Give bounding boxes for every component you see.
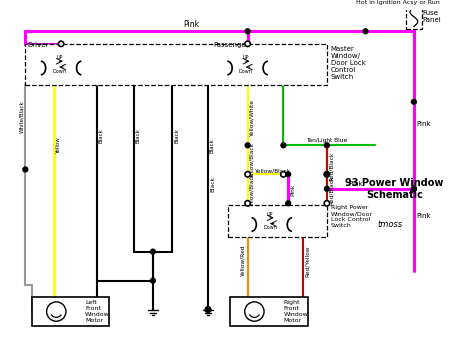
Bar	[406, 4, 421, 29]
Text: Tan/Light Blue: Tan/Light Blue	[306, 138, 347, 143]
Text: Pink: Pink	[348, 181, 363, 187]
Text: Red/Yellow: Red/Yellow	[305, 245, 310, 277]
Circle shape	[281, 172, 286, 177]
Circle shape	[151, 249, 155, 254]
Text: Right Power
Window/Door
Lock Control
Switch: Right Power Window/Door Lock Control Swi…	[331, 205, 373, 228]
Text: Pink: Pink	[183, 20, 200, 29]
Text: Black: Black	[210, 138, 215, 153]
Text: Passenger: Passenger	[214, 42, 249, 48]
Circle shape	[151, 278, 155, 283]
Text: Yellow/White: Yellow/White	[250, 100, 255, 137]
Text: Down: Down	[239, 69, 253, 74]
Circle shape	[324, 172, 329, 177]
Bar	[230, 297, 308, 326]
Text: Fuse
Panel: Fuse Panel	[422, 10, 441, 23]
Text: tmoss: tmoss	[377, 220, 402, 230]
Text: White/Black: White/Black	[19, 100, 24, 133]
Circle shape	[205, 307, 211, 312]
Text: UP: UP	[243, 55, 249, 60]
Circle shape	[325, 186, 329, 191]
Text: Yellow: Yellow	[56, 137, 61, 154]
Text: Red/Black: Red/Black	[329, 152, 334, 181]
Text: Down: Down	[263, 225, 277, 231]
Text: Left
Front
Window
Motor: Left Front Window Motor	[85, 300, 110, 323]
Text: Down: Down	[53, 69, 66, 74]
Circle shape	[245, 302, 264, 321]
Circle shape	[286, 201, 291, 206]
Circle shape	[23, 167, 28, 172]
Text: UP: UP	[56, 55, 63, 60]
Circle shape	[245, 41, 250, 47]
Circle shape	[411, 99, 416, 104]
Circle shape	[411, 186, 416, 191]
Circle shape	[281, 143, 286, 148]
Text: Pink: Pink	[290, 184, 295, 196]
Circle shape	[325, 172, 329, 177]
Text: Red/Black: Red/Black	[329, 176, 334, 205]
Text: Black: Black	[210, 176, 215, 192]
Circle shape	[46, 302, 66, 321]
Circle shape	[411, 186, 416, 191]
Circle shape	[325, 143, 329, 148]
Bar	[228, 205, 327, 237]
Circle shape	[324, 201, 329, 206]
Bar	[25, 44, 327, 85]
Circle shape	[58, 41, 64, 47]
Circle shape	[245, 143, 250, 148]
Text: Driver: Driver	[27, 42, 49, 48]
Text: Pink: Pink	[417, 213, 431, 219]
Text: Hot in Ignition Acsy or Run: Hot in Ignition Acsy or Run	[356, 0, 439, 5]
Text: Yellow/Black: Yellow/Black	[255, 168, 291, 173]
Text: Pink: Pink	[417, 121, 431, 127]
Text: Master
Window/
Door Lock
Control
Switch: Master Window/ Door Lock Control Switch	[331, 46, 365, 80]
Text: UP: UP	[267, 212, 273, 217]
Text: Yellow/Red: Yellow/Red	[241, 245, 246, 277]
Text: Black: Black	[136, 128, 140, 143]
Text: Yellow/Black: Yellow/Black	[250, 143, 255, 179]
Bar	[32, 297, 109, 326]
Circle shape	[245, 172, 250, 177]
Circle shape	[363, 29, 368, 34]
Text: Yellow/Black: Yellow/Black	[250, 173, 255, 209]
Circle shape	[245, 201, 250, 206]
Text: Black: Black	[99, 128, 104, 143]
Text: Black: Black	[174, 128, 179, 143]
Circle shape	[245, 29, 250, 34]
Circle shape	[286, 172, 291, 177]
Text: Right
Front
Window
Motor: Right Front Window Motor	[283, 300, 308, 323]
Text: 93 Power Window
Schematic: 93 Power Window Schematic	[346, 178, 444, 200]
